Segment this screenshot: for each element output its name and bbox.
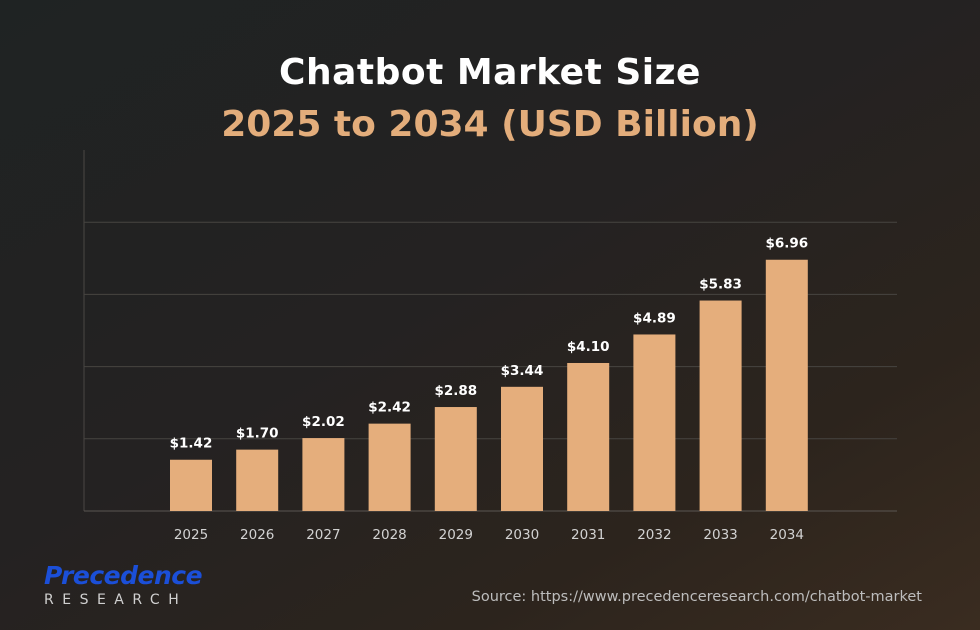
logo-subtext: RESEARCH — [44, 592, 188, 608]
x-tick-label: 2029 — [439, 527, 473, 543]
value-label: $1.42 — [170, 436, 213, 452]
bar — [170, 459, 212, 511]
bar — [699, 300, 742, 511]
bar — [633, 334, 676, 511]
x-tick-label: 2026 — [240, 527, 274, 543]
value-labels: $1.42 $1.70 $2.02 $2.42 $2.88 $3.44 $4.10 $4.89… — [170, 236, 809, 452]
bars — [170, 259, 808, 511]
bar — [368, 423, 411, 511]
value-label: $6.96 — [765, 236, 808, 252]
value-label: $4.10 — [567, 339, 610, 355]
value-label: $1.70 — [236, 426, 279, 442]
grid-lines — [83, 150, 897, 512]
logo-wordmark: Precedence — [44, 561, 203, 590]
bar — [765, 259, 808, 511]
value-label: $2.42 — [368, 400, 411, 416]
x-tick-label: 2028 — [372, 527, 406, 543]
chart-subtitle: 2025 to 2034 (USD Billion) — [221, 104, 759, 145]
bar — [567, 362, 610, 511]
x-tick-label: 2033 — [703, 527, 737, 543]
x-tick-labels: 2025 2026 2027 2028 2029 2030 2031 2032 2033 2034 — [174, 527, 804, 543]
value-label: $2.88 — [434, 383, 477, 399]
x-tick-label: 2027 — [306, 527, 340, 543]
value-label: $5.83 — [699, 277, 742, 293]
bar — [302, 438, 345, 511]
bar — [434, 407, 477, 511]
value-label: $4.89 — [633, 310, 676, 326]
bar — [501, 386, 543, 511]
x-tick-label: 2025 — [174, 527, 208, 543]
brand-logo: Precedence RESEARCH — [44, 561, 203, 609]
source-text: Source: https://www.precedenceresearch.c… — [471, 589, 922, 605]
bar — [236, 449, 279, 511]
x-tick-label: 2032 — [637, 527, 671, 543]
x-tick-label: 2030 — [505, 527, 539, 543]
x-tick-label: 2031 — [571, 527, 605, 543]
value-label: $3.44 — [501, 363, 544, 379]
x-tick-label: 2034 — [770, 527, 804, 543]
value-label: $2.02 — [302, 414, 345, 430]
chart-title: Chatbot Market Size — [279, 52, 701, 93]
